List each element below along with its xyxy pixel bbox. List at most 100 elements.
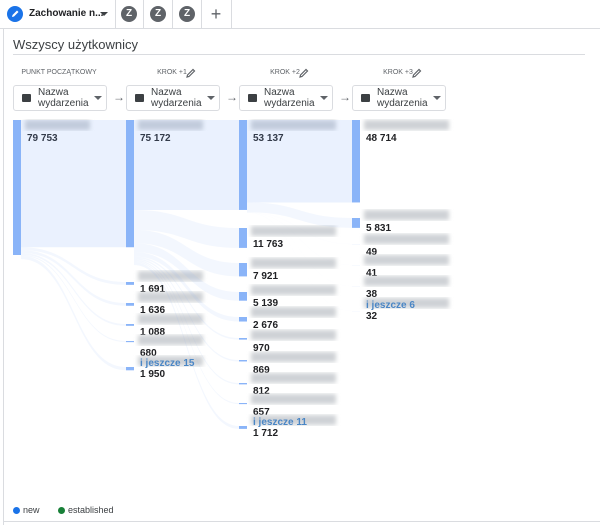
node-bar [126, 367, 134, 371]
node-name-blurred [25, 120, 90, 130]
edit-icon [7, 6, 23, 22]
dropdown[interactable]: Nazwa wydarzenia [126, 85, 220, 111]
dropdown-caret [207, 96, 215, 100]
node-name-blurred [138, 271, 203, 281]
tab[interactable]: Z [144, 0, 173, 28]
dropdown-text: Nazwa wydarzenia [377, 87, 428, 109]
flow [247, 120, 352, 203]
node-value: 53 137 [253, 133, 284, 144]
tab[interactable]: Z [115, 0, 144, 28]
node-value: 49 [366, 247, 378, 258]
frame-left [3, 29, 4, 525]
node-bar [126, 324, 134, 326]
node-name-blurred [138, 335, 203, 345]
node-value: 5 139 [253, 298, 278, 309]
node-value: 869 [253, 365, 270, 376]
dropdown[interactable]: Nazwa wydarzenia [13, 85, 107, 111]
more-link[interactable]: i jeszcze 6 [366, 300, 415, 311]
node-value: 41 [366, 268, 378, 279]
tab-bar [0, 0, 600, 29]
node-name-blurred [251, 373, 336, 383]
segment-underline [13, 54, 585, 55]
flow [134, 262, 239, 429]
dropdown[interactable]: Nazwa wydarzenia [239, 85, 333, 111]
dropdown-caret [320, 96, 328, 100]
add-tab[interactable]: + [201, 0, 232, 28]
more-link[interactable]: i jeszcze 15 [140, 358, 195, 369]
node-value: 680 [140, 348, 157, 359]
tab-icon: Z [150, 6, 166, 22]
flow [21, 255, 126, 371]
column-header: PUNKT POCZĄTKOWY [21, 69, 97, 76]
flow [21, 247, 126, 285]
edit-step[interactable] [186, 68, 196, 78]
tab[interactable]: Z [173, 0, 202, 28]
node-name-blurred [138, 120, 203, 130]
flow [247, 212, 352, 287]
dropdown-icon [22, 94, 31, 102]
legend-label: established [68, 505, 114, 515]
node-value: 7 921 [253, 271, 278, 282]
more-link[interactable]: i jeszcze 11 [253, 417, 307, 428]
edit-step[interactable] [412, 68, 422, 78]
node-name-blurred [251, 285, 336, 295]
node-bar [126, 120, 134, 248]
tab-icon: Z [179, 6, 195, 22]
node-bar [239, 383, 247, 385]
flow [134, 259, 239, 385]
legend-dot [13, 507, 20, 514]
node-value: 1 950 [140, 369, 165, 380]
node-name-blurred [364, 276, 449, 286]
flow [21, 120, 126, 248]
legend-dot [58, 507, 65, 514]
dropdown-text: Nazwa wydarzenia [38, 87, 89, 109]
node-value: 1 088 [140, 327, 165, 338]
node-bar [352, 218, 360, 228]
flow [247, 202, 352, 228]
column-header: KROK +3 [383, 69, 413, 76]
tab-icon: Z [121, 6, 137, 22]
node-value: 48 714 [366, 133, 397, 144]
node-bar [239, 292, 247, 301]
node-name-blurred [251, 307, 336, 317]
node-value: 75 172 [140, 133, 171, 144]
node-name-blurred [251, 258, 336, 268]
flow [134, 258, 239, 362]
node-bar [239, 338, 247, 340]
edit-step[interactable] [299, 68, 309, 78]
node-name-blurred [251, 330, 336, 340]
node-bar [239, 360, 247, 362]
tab-title: Zachowanie n... [29, 8, 104, 19]
step-arrow: → [113, 90, 125, 104]
node-value: 1 691 [140, 284, 165, 295]
node-bar [13, 120, 21, 255]
flow [134, 209, 239, 248]
dropdown-icon [135, 94, 144, 102]
active-tab[interactable]: Zachowanie n... [0, 0, 116, 28]
flow [21, 252, 126, 326]
node-bar [239, 426, 247, 429]
column-header: KROK +1 [157, 69, 187, 76]
node-bar [239, 403, 247, 405]
flow [134, 251, 239, 322]
node-name-blurred [138, 314, 203, 324]
dropdown[interactable]: Nazwa wydarzenia [352, 85, 446, 111]
dropdown-caret [433, 96, 441, 100]
node-bar [239, 317, 247, 322]
step-arrow: → [339, 90, 351, 104]
node-value: 812 [253, 386, 270, 397]
segment-name: Wszyscy użytkownicy [13, 37, 138, 52]
column-header: KROK +2 [270, 69, 300, 76]
flow [247, 212, 352, 266]
node-name-blurred [138, 356, 203, 366]
node-bar [126, 341, 134, 343]
node-name-blurred [251, 352, 336, 362]
node-value: 1 636 [140, 305, 165, 316]
node-name-blurred [251, 415, 336, 425]
node-name-blurred [364, 120, 449, 130]
node-name-blurred [364, 298, 449, 308]
flow [134, 256, 239, 340]
node-value: 657 [253, 407, 270, 418]
